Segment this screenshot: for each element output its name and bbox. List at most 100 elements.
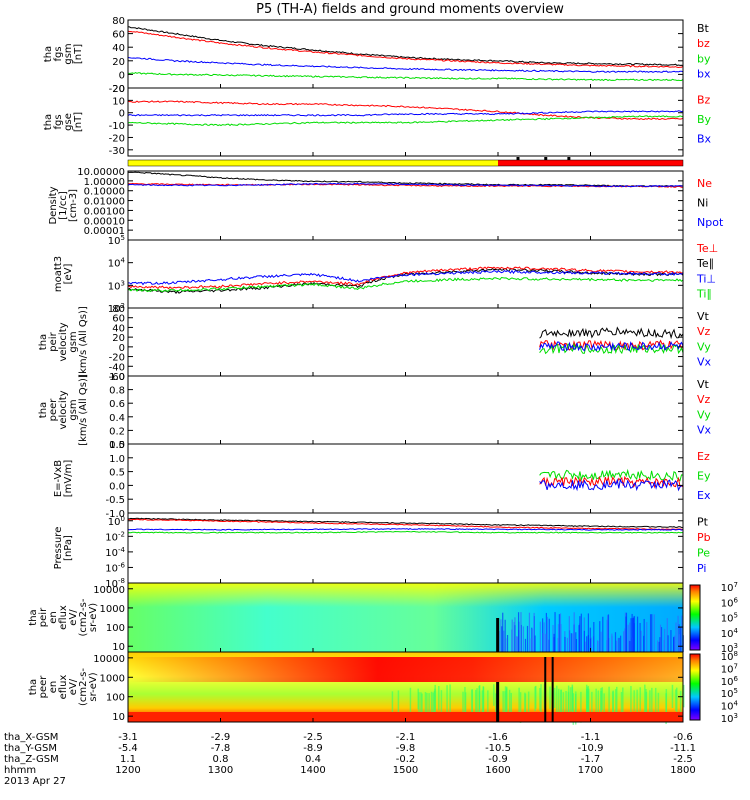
- efield-ylabel: E=-VxB: [53, 460, 64, 497]
- peer_spec-heatmap-noise: [471, 689, 473, 717]
- peer_spec-heatmap-low: [128, 712, 683, 722]
- peir_spec-heatmap-noise: [543, 622, 545, 652]
- fgs_gse-ylabel: fgs: [53, 114, 64, 129]
- density-series-Npot: [127, 182, 684, 188]
- peir_spec-heatmap-noise: [517, 612, 520, 652]
- peir_spec-heatmap-noise: [514, 625, 516, 652]
- peer_spec-ylabel: eflux: [58, 675, 69, 700]
- peer_spec-ylabel: eV/: [68, 678, 79, 695]
- peer_spec-heatmap-noise: [591, 691, 593, 714]
- peir_spec-heatmap-noise: [568, 616, 570, 652]
- xaxis-tick-Y: -10.5: [485, 743, 511, 754]
- peer_spec-heatmap-noise: [612, 691, 614, 722]
- peer_spec-heatmap-noise: [575, 691, 577, 719]
- peir_spec-heatmap-noise: [548, 618, 550, 652]
- density-legend-Ni: Ni: [697, 196, 708, 209]
- peir_spec-heatmap-noise: [505, 638, 507, 652]
- peer_spec-heatmap-noise: [603, 693, 605, 714]
- peir_spec-heatmap-noise: [651, 614, 653, 652]
- peer_spec-heatmap-noise: [567, 685, 570, 718]
- peer_spec-ytick-label: 10000: [93, 654, 125, 665]
- fgs_gsm-ylabel: [nT]: [73, 44, 84, 64]
- peer_spec-heatmap-noise: [644, 684, 646, 713]
- peer_spec-colorbar-tick: 103: [721, 712, 738, 725]
- peir_spec-heatmap-noise: [531, 628, 533, 652]
- peir_spec-ylabel: eflux: [58, 605, 69, 630]
- peir_spec-heatmap-noise: [640, 630, 642, 652]
- pressure-ytick-label: 10-6: [105, 561, 125, 574]
- peir_vel-ylabel: gsm: [68, 331, 79, 352]
- peer_spec-heatmap-noise: [614, 689, 617, 717]
- peer_vel-legend-Vy: Vy: [697, 408, 711, 421]
- peer_spec-heatmap-noise: [475, 689, 477, 716]
- peir_vel-frame: [127, 307, 684, 377]
- peer_spec-colorbar-tick: 105: [721, 687, 738, 700]
- fgs_gsm-ytick-label: 80: [112, 16, 125, 27]
- peer_spec-heatmap-noise: [464, 686, 466, 719]
- xaxis-tick-X: -2.1: [396, 732, 416, 743]
- peer_vel-ylabel: velocity: [58, 390, 69, 429]
- peer_spec-heatmap-noise: [540, 684, 542, 715]
- fgs_gsm-ytick-label: -20: [109, 84, 125, 95]
- peir_vel-legend-Vx: Vx: [697, 355, 712, 368]
- peer_spec-ytick-label: 100: [106, 693, 125, 704]
- peir_spec-heatmap-noise: [620, 635, 622, 652]
- xaxis-tick-Z: 1.1: [120, 754, 136, 765]
- pressure-legend-Pe: Pe: [697, 547, 710, 560]
- peir_spec-heatmap-noise: [681, 615, 683, 652]
- temp-legend-Te∥: Te∥: [696, 257, 714, 270]
- peir_vel-series-Vx: [539, 341, 684, 352]
- efield-ytick-label: 1.5: [109, 440, 125, 451]
- xaxis-tick-X: -1.1: [581, 732, 601, 743]
- peir_spec-heatmap-noise: [649, 614, 652, 652]
- peer_spec-heatmap-noise: [502, 691, 504, 718]
- peer_spec-heatmap-noise: [622, 687, 624, 714]
- peir_spec-heatmap-noise: [516, 636, 518, 652]
- efield-legend-Ey: Ey: [697, 469, 711, 482]
- peer_spec-heatmap-noise: [424, 692, 427, 716]
- peir_spec-heatmap-noise: [599, 621, 601, 652]
- peer_spec-heatmap-gap1: [496, 682, 500, 722]
- peir_spec-heatmap-noise: [522, 626, 525, 652]
- peer_spec-heatmap-noise: [420, 692, 422, 720]
- peir_spec-ytick-label: 100: [106, 623, 125, 634]
- pressure-ytick-label: 100: [108, 515, 125, 528]
- peir_vel-ytick-label: -40: [109, 362, 125, 373]
- peir_spec-heatmap-noise: [596, 640, 599, 652]
- peir_spec-heatmap-noise: [623, 631, 625, 652]
- pressure-ytick-label: 10-2: [105, 530, 125, 543]
- peer_spec-heatmap-noise: [601, 687, 604, 711]
- peir_spec-heatmap-noise: [502, 612, 504, 652]
- peir_spec-heatmap-noise: [533, 612, 535, 652]
- peer_spec-ytick-label: 1000: [100, 673, 125, 684]
- peer_spec-heatmap-noise: [505, 688, 508, 718]
- xaxis-tick-Y: -10.9: [578, 743, 604, 754]
- peer_spec-heatmap-red: [128, 657, 683, 682]
- xaxis-tick-hhmm: 1500: [393, 765, 418, 776]
- efield-ytick-label: 0.5: [109, 468, 125, 479]
- peir_vel-ytick-label: 20: [112, 333, 125, 344]
- peer_spec-heatmap-noise: [649, 690, 651, 723]
- peer_spec-heatmap-noise: [587, 688, 590, 719]
- fgs_gse-ytick-label: -10: [109, 121, 125, 132]
- fgs_gsm-legend-Bt: Bt: [697, 22, 710, 35]
- fgs_gsm-ylabel: gsm: [63, 43, 74, 64]
- peir_spec-heatmap-noise: [643, 635, 645, 652]
- fgs_gse-ylabel: gse: [63, 113, 74, 131]
- peir_spec-heatmap-noise: [517, 636, 519, 652]
- peir_spec-heatmap-noise: [678, 634, 680, 652]
- peer_spec-heatmap-noise: [478, 686, 480, 716]
- xaxis-tick-Y: -7.8: [211, 743, 231, 754]
- peer_vel-ytick-label: 0.0: [109, 440, 125, 451]
- peir_spec-heatmap-noise: [667, 635, 669, 652]
- fgs_gsm-ytick-label: 0: [119, 70, 125, 81]
- fgs_gse-series-By: [127, 115, 684, 127]
- peir_vel-ytick-label: 40: [112, 323, 125, 334]
- peer_spec-heatmap-noise: [493, 684, 495, 706]
- xaxis-row-label: tha_Z-GSM: [4, 754, 59, 765]
- temp-ylabel: moatt3: [53, 256, 64, 292]
- peir_vel-ylabel: peir: [48, 331, 59, 351]
- efield-ylabel: [mV/m]: [63, 460, 74, 498]
- peir_vel-ytick-label: 0: [119, 343, 125, 354]
